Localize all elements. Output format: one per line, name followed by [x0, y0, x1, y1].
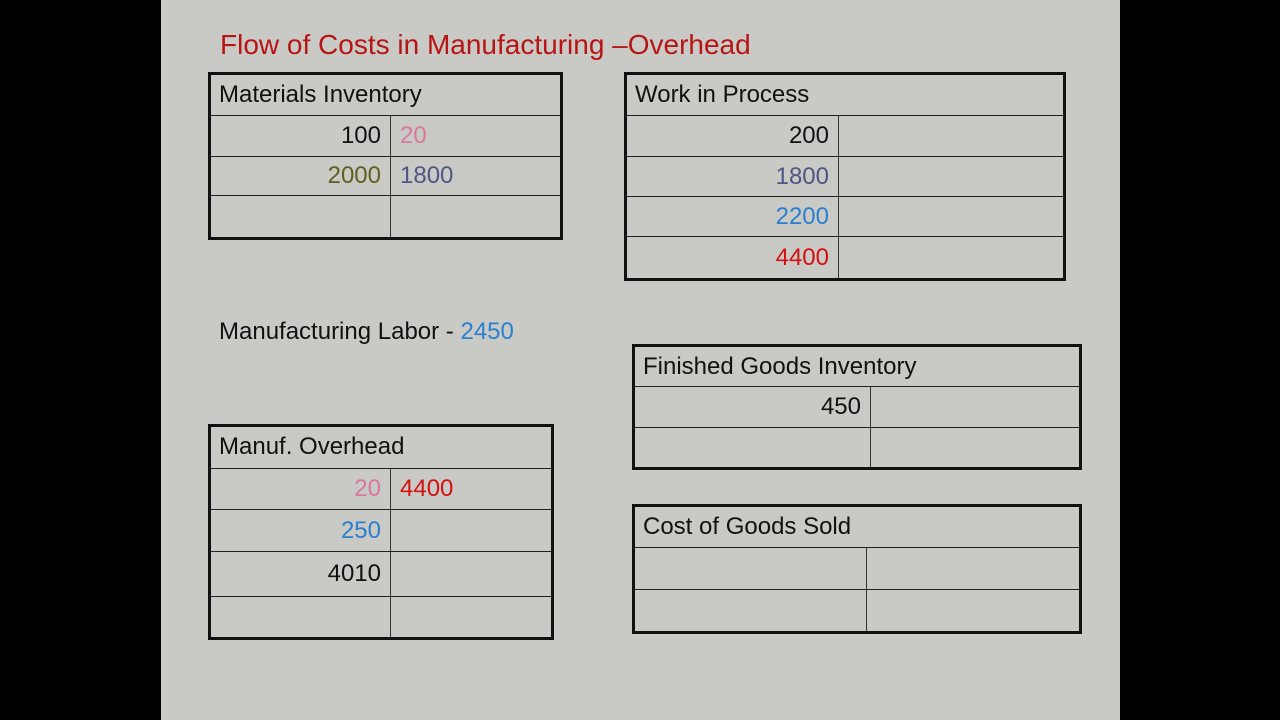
debit-cell [211, 597, 391, 637]
account-row: 200 [627, 116, 1063, 157]
credit-cell [867, 590, 1079, 631]
debit-cell: 250 [211, 510, 391, 551]
account-row: 4010 [211, 551, 551, 598]
credit-cell: 20 [400, 121, 427, 149]
manufacturing-labor-label: Manufacturing Labor - 2450 [219, 318, 514, 346]
debit-cell: 200 [627, 116, 839, 156]
account-row [211, 196, 560, 237]
debit-cell: 2000 [211, 156, 391, 196]
credit-cell [867, 548, 1079, 589]
debit-cell: 450 [635, 387, 871, 427]
slide [161, 0, 1120, 720]
credit-cell [391, 552, 551, 597]
account-row: 2200 [627, 197, 1063, 238]
account-title: Materials Inventory [211, 75, 560, 116]
debit-cell [635, 548, 867, 589]
account-title: Work in Process [627, 75, 1063, 116]
account-row: 2000 1800 [211, 156, 560, 197]
credit-cell [839, 197, 1063, 236]
debit-cell [211, 196, 391, 237]
credit-cell [871, 387, 1079, 426]
t-account-materials-inventory: Materials Inventory 100 20 2000 1800 [208, 72, 563, 240]
credit-cell: 1800 [400, 161, 454, 189]
credit-cell [839, 157, 1063, 196]
credit-cell [871, 428, 1079, 467]
debit-cell: 4010 [211, 551, 391, 597]
credit-cell [391, 597, 551, 637]
debit-cell: 2200 [627, 197, 839, 237]
account-row: 250 [211, 510, 551, 552]
slide-title: Flow of Costs in Manufacturing –Overhead [220, 29, 751, 60]
t-account-manufacturing-overhead: Manuf. Overhead 20 4400 250 4010 [208, 424, 554, 640]
account-row: 20 4400 [211, 468, 551, 511]
debit-cell [635, 427, 871, 467]
debit-cell: 20 [211, 468, 391, 510]
credit-cell [839, 116, 1063, 156]
credit-cell: 4400 [400, 474, 454, 502]
credit-cell [391, 196, 560, 237]
t-account-finished-goods-inventory: Finished Goods Inventory 450 [632, 344, 1082, 470]
debit-cell: 1800 [627, 157, 839, 197]
account-title: Manuf. Overhead [211, 427, 551, 469]
account-row: 450 [635, 387, 1079, 428]
account-row [635, 590, 1079, 631]
account-row [635, 548, 1079, 590]
account-row: 1800 [627, 157, 1063, 198]
account-row: 100 20 [211, 115, 560, 157]
account-title: Cost of Goods Sold [635, 507, 1079, 549]
debit-cell [635, 590, 867, 631]
debit-cell: 4400 [627, 237, 839, 278]
credit-cell [391, 510, 551, 551]
credit-cell [839, 237, 1063, 278]
account-row: 4400 [627, 237, 1063, 278]
labor-value: 2450 [460, 318, 514, 345]
labor-label-text: Manufacturing Labor - [219, 318, 461, 345]
t-account-work-in-process: Work in Process 200 1800 2200 4400 [624, 72, 1066, 281]
account-title: Finished Goods Inventory [635, 347, 1079, 388]
debit-cell: 100 [211, 115, 391, 156]
account-row [211, 597, 551, 637]
account-row [635, 427, 1079, 467]
t-account-cost-of-goods-sold: Cost of Goods Sold [632, 504, 1082, 634]
